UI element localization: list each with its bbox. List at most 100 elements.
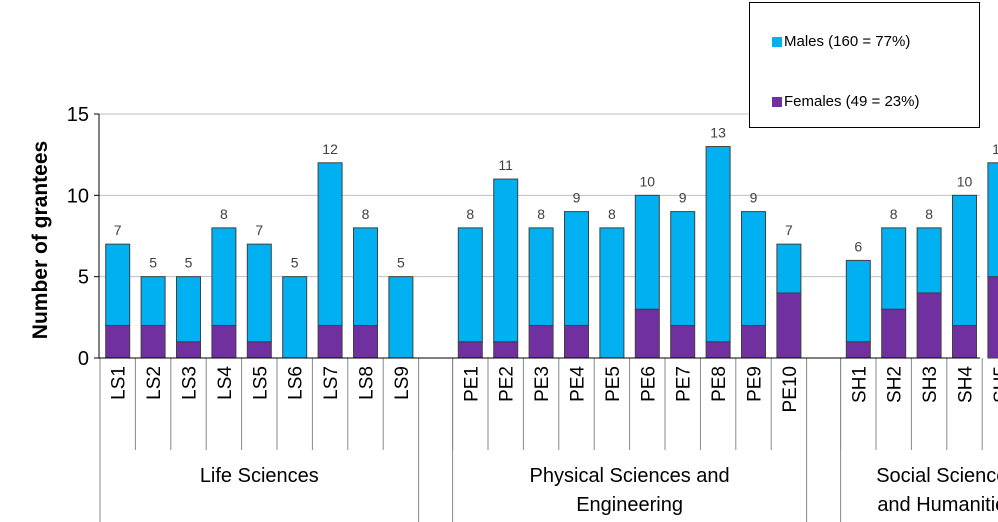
x-tick-label: SH1 xyxy=(849,366,870,403)
x-tick-label: PE1 xyxy=(461,366,482,402)
bar-segment-females xyxy=(916,292,942,359)
bar-segment-males xyxy=(246,243,272,343)
bar-segment-males xyxy=(317,162,343,326)
legend-item-males: Males (160 = 77%) xyxy=(772,33,910,50)
bar-segment-females xyxy=(246,341,272,359)
y-tick-label: 15 xyxy=(67,104,89,126)
bar-segment-females xyxy=(528,324,554,359)
bar-segment-females xyxy=(457,341,483,359)
x-tick-label: LS4 xyxy=(215,366,236,400)
bar-segment-males xyxy=(457,227,483,343)
bar-segment-males xyxy=(670,211,696,326)
bar-segment-females xyxy=(564,324,589,359)
data-label: 12 xyxy=(322,141,338,157)
bar-segment-females xyxy=(741,324,766,359)
x-tick-label: SH5 xyxy=(991,366,998,403)
bar-segment-males xyxy=(705,146,731,343)
bar-segment-females xyxy=(845,341,871,359)
x-tick-label: PE7 xyxy=(674,366,695,402)
x-tick-label: PE8 xyxy=(709,366,730,402)
bar-segment-males xyxy=(211,227,237,326)
bar-segment-females xyxy=(634,308,660,359)
legend-label-females: Females (49 = 23%) xyxy=(784,93,920,110)
group-label: Engineering xyxy=(576,494,683,516)
data-label: 8 xyxy=(466,206,474,222)
data-labels: 75587512858118981091397688101211 xyxy=(114,125,998,271)
bar-segment-males xyxy=(564,211,589,326)
bar-segment-males xyxy=(353,227,378,326)
data-label: 5 xyxy=(185,255,193,271)
legend-label-males: Males (160 = 77%) xyxy=(784,33,911,50)
bar-segment-males xyxy=(105,243,131,326)
bar-segment-females xyxy=(493,341,519,359)
data-label: 12 xyxy=(992,141,998,157)
data-label: 7 xyxy=(114,222,122,238)
legend-item-females: Females (49 = 23%) xyxy=(772,93,919,110)
x-tick-label: PE4 xyxy=(568,366,589,402)
bar-segment-males xyxy=(881,227,907,310)
legend-swatch-females xyxy=(772,96,782,107)
x-tick-label: PE9 xyxy=(745,366,766,402)
x-tick-label: PE3 xyxy=(532,366,553,402)
bar-segment-females xyxy=(881,308,907,359)
x-tick-label: LS9 xyxy=(392,366,413,400)
bar-segment-females xyxy=(176,341,201,359)
bar-segment-males xyxy=(952,194,977,326)
data-label: 7 xyxy=(785,222,793,238)
data-label: 5 xyxy=(291,255,299,271)
data-label: 9 xyxy=(750,190,758,206)
bar-segment-females xyxy=(317,324,343,359)
y-axis-label: Number of grantees xyxy=(29,141,52,339)
x-tick-label: LS7 xyxy=(321,366,342,400)
data-label: 6 xyxy=(854,238,862,254)
bar-segment-males xyxy=(140,276,166,326)
bar-segment-females xyxy=(705,341,731,359)
bar-segment-males xyxy=(776,243,802,294)
x-tick-label: SH3 xyxy=(920,366,941,403)
x-tick-label: PE10 xyxy=(780,366,801,412)
x-tick-label: SH4 xyxy=(956,366,977,403)
axes: 0 5 10 15 LS1 LS2 LS3 LS4 LS5 LS6 LS7 LS8 LS9 PE1 PE2 P… xyxy=(67,104,998,522)
data-label: 11 xyxy=(498,157,513,173)
bar-segment-males xyxy=(282,276,308,359)
legend-swatch-males xyxy=(772,36,782,47)
x-tick-label: SH2 xyxy=(885,366,906,403)
data-label: 8 xyxy=(362,206,370,222)
x-tick-label: LS5 xyxy=(250,366,271,400)
group-label: Physical Sciences and xyxy=(530,465,730,487)
group-label: Social Sciences xyxy=(876,465,998,487)
data-label: 8 xyxy=(537,206,545,222)
data-label: 13 xyxy=(710,125,726,141)
y-tick-label: 10 xyxy=(67,185,89,207)
data-label: 8 xyxy=(890,206,898,222)
bar-segment-males xyxy=(987,162,998,278)
bar-segment-males xyxy=(388,276,414,359)
bar-segment-males xyxy=(176,276,201,343)
data-label: 8 xyxy=(608,206,616,222)
x-tick-label: LS2 xyxy=(144,366,165,400)
bar-segment-females xyxy=(211,324,237,359)
legend: Males (160 = 77%) Females (49 = 23%) xyxy=(749,2,980,128)
bar-segment-females xyxy=(952,324,977,359)
y-tick-label: 0 xyxy=(78,348,89,370)
x-tick-label: LS3 xyxy=(180,366,201,400)
data-label: 5 xyxy=(149,255,157,271)
bar-segment-males xyxy=(634,194,660,310)
x-tick-label: PE6 xyxy=(638,366,659,402)
bar-segment-males xyxy=(528,227,554,326)
data-label: 8 xyxy=(220,206,228,222)
data-label: 8 xyxy=(925,206,933,222)
bar-segment-females xyxy=(670,324,696,359)
data-label: 10 xyxy=(957,173,973,189)
x-tick-label: LS1 xyxy=(109,366,130,400)
bar-segment-males xyxy=(599,227,625,359)
bar-segment-males xyxy=(845,259,871,343)
x-tick-label: PE5 xyxy=(603,366,624,402)
bar-segment-females xyxy=(987,276,998,359)
x-tick-label: PE2 xyxy=(497,366,518,402)
x-tick-label: LS6 xyxy=(286,366,307,400)
x-tick-label: LS8 xyxy=(357,366,378,400)
data-label: 10 xyxy=(640,173,656,189)
data-label: 9 xyxy=(573,190,581,206)
